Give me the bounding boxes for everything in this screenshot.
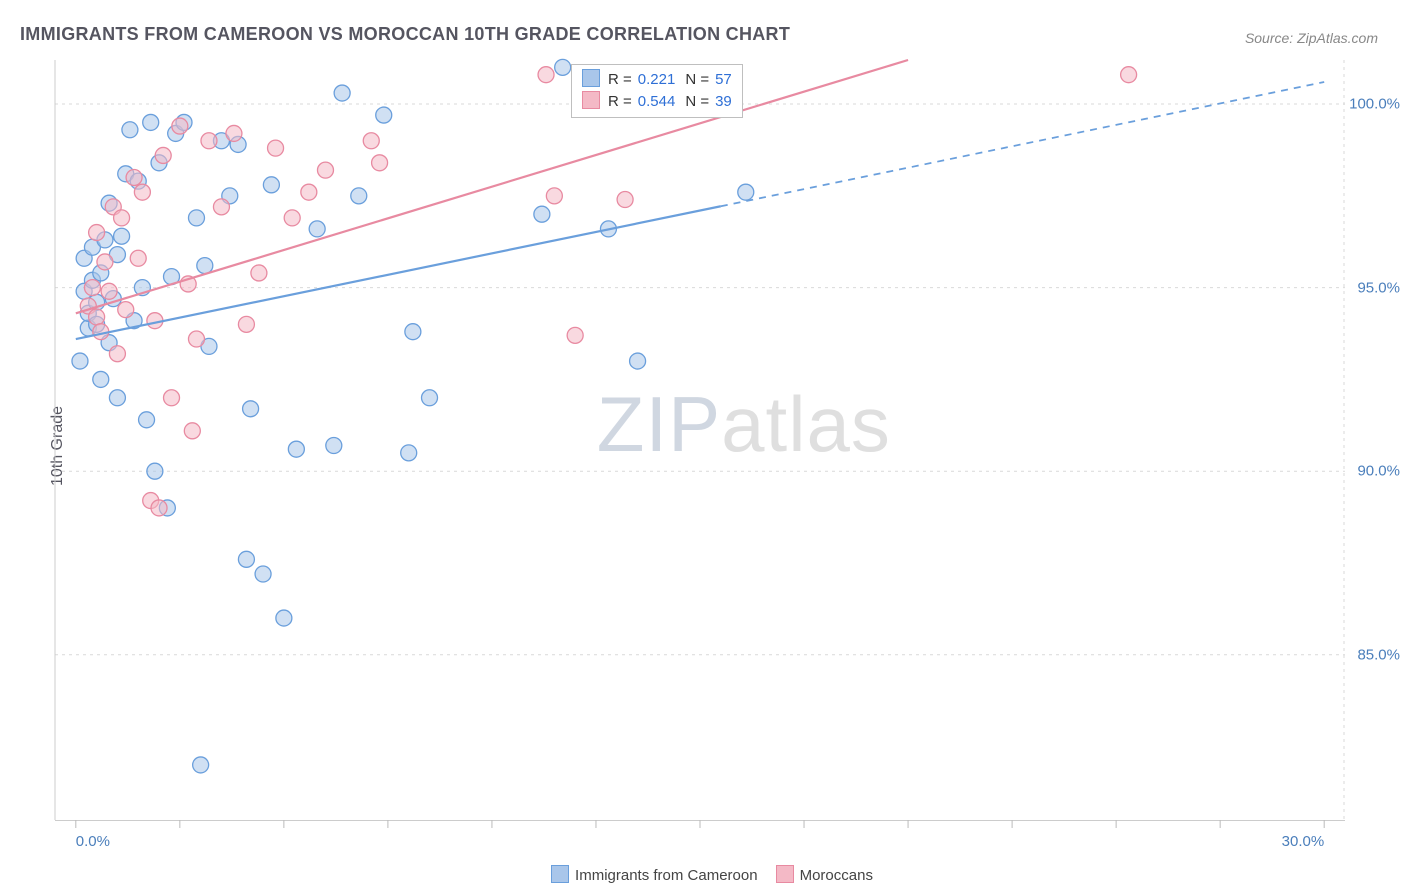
data-point xyxy=(114,210,130,226)
data-point xyxy=(93,371,109,387)
data-point xyxy=(147,463,163,479)
correlation-legend: R = 0.221 N = 57 R = 0.544 N = 39 xyxy=(571,64,743,118)
legend-r-label: R = xyxy=(608,71,632,88)
data-point xyxy=(122,122,138,138)
data-point xyxy=(84,280,100,296)
legend-r-value: 0.221 xyxy=(638,71,676,88)
data-point xyxy=(89,309,105,325)
data-point xyxy=(301,184,317,200)
data-point xyxy=(164,390,180,406)
data-point xyxy=(139,412,155,428)
data-point xyxy=(89,225,105,241)
data-point xyxy=(351,188,367,204)
data-point xyxy=(143,114,159,130)
data-point xyxy=(226,125,242,141)
data-point xyxy=(184,423,200,439)
data-point xyxy=(630,353,646,369)
data-point xyxy=(334,85,350,101)
data-point xyxy=(197,258,213,274)
data-point xyxy=(118,302,134,318)
data-point xyxy=(130,250,146,266)
data-point xyxy=(538,67,554,83)
data-point xyxy=(546,188,562,204)
legend-swatch xyxy=(551,865,569,883)
data-point xyxy=(134,184,150,200)
data-point xyxy=(109,346,125,362)
trend-line-dashed xyxy=(721,82,1324,206)
legend-n-value: 57 xyxy=(715,71,732,88)
data-point xyxy=(376,107,392,123)
data-point xyxy=(255,566,271,582)
legend-swatch xyxy=(582,91,600,109)
chart-title: IMMIGRANTS FROM CAMEROON VS MOROCCAN 10T… xyxy=(20,24,790,45)
legend-label: Moroccans xyxy=(800,867,873,884)
data-point xyxy=(284,210,300,226)
data-point xyxy=(326,438,342,454)
legend-n-label: N = xyxy=(685,71,709,88)
data-point xyxy=(151,500,167,516)
legend-n-label: N = xyxy=(685,93,709,110)
legend-row: R = 0.221 N = 57 xyxy=(582,69,732,91)
x-tick-label: 0.0% xyxy=(76,833,110,850)
data-point xyxy=(155,147,171,163)
data-point xyxy=(317,162,333,178)
data-point xyxy=(555,59,571,75)
data-point xyxy=(1121,67,1137,83)
data-point xyxy=(188,331,204,347)
legend-n-value: 39 xyxy=(715,93,732,110)
data-point xyxy=(172,118,188,134)
y-tick-label: 95.0% xyxy=(1357,279,1400,296)
legend-r-label: R = xyxy=(608,93,632,110)
chart-container: IMMIGRANTS FROM CAMEROON VS MOROCCAN 10T… xyxy=(0,0,1406,892)
data-point xyxy=(72,353,88,369)
data-point xyxy=(567,327,583,343)
data-point xyxy=(422,390,438,406)
data-point xyxy=(617,192,633,208)
chart-svg xyxy=(55,60,1345,830)
data-point xyxy=(263,177,279,193)
data-point xyxy=(238,551,254,567)
data-point xyxy=(738,184,754,200)
data-point xyxy=(288,441,304,457)
data-point xyxy=(534,206,550,222)
x-tick-label: 30.0% xyxy=(1282,833,1325,850)
trend-line xyxy=(76,60,908,313)
data-point xyxy=(268,140,284,156)
legend-swatch xyxy=(776,865,794,883)
data-point xyxy=(114,228,130,244)
data-point xyxy=(238,316,254,332)
data-point xyxy=(309,221,325,237)
data-point xyxy=(193,757,209,773)
series-legend: Immigrants from Cameroon Moroccans xyxy=(0,865,1406,884)
data-point xyxy=(126,169,142,185)
data-point xyxy=(276,610,292,626)
legend-label: Immigrants from Cameroon xyxy=(575,867,758,884)
legend-r-value: 0.544 xyxy=(638,93,676,110)
y-tick-label: 90.0% xyxy=(1357,463,1400,480)
data-point xyxy=(243,401,259,417)
y-tick-label: 85.0% xyxy=(1357,646,1400,663)
y-tick-label: 100.0% xyxy=(1349,96,1400,113)
data-point xyxy=(97,254,113,270)
source-attribution: Source: ZipAtlas.com xyxy=(1245,30,1378,46)
data-point xyxy=(109,390,125,406)
plot-area: ZIPatlas R =0.221N =57R =0.544N =39 85.0… xyxy=(55,60,1345,821)
data-point xyxy=(201,133,217,149)
data-point xyxy=(363,133,379,149)
data-point xyxy=(101,283,117,299)
data-point xyxy=(401,445,417,461)
legend-row: R = 0.544 N = 39 xyxy=(582,91,732,113)
data-point xyxy=(405,324,421,340)
data-point xyxy=(188,210,204,226)
legend-swatch xyxy=(582,69,600,87)
data-point xyxy=(251,265,267,281)
data-point xyxy=(372,155,388,171)
data-point xyxy=(213,199,229,215)
